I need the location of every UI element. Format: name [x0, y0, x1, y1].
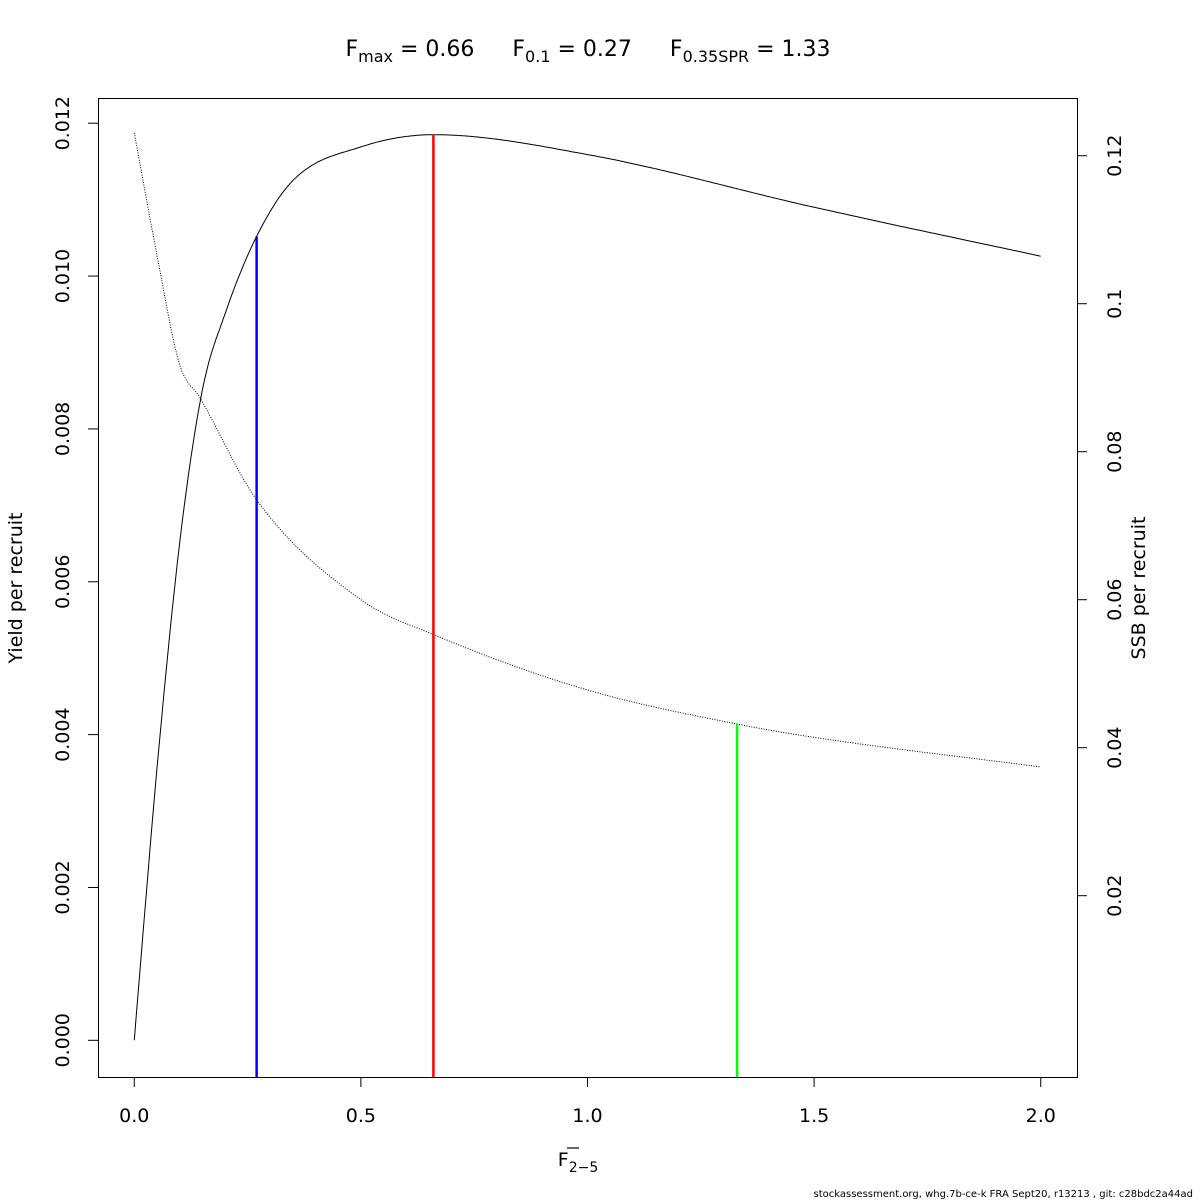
y-axis-left-label: Yield per recruit	[5, 513, 27, 665]
y-left-tick-label: 0.004	[52, 707, 74, 761]
y-axis-right-label: SSB per recruit	[1128, 517, 1150, 660]
x-tick-label: 0.5	[346, 1105, 376, 1127]
title-fspr-sub: 0.35SPR	[683, 47, 750, 66]
y-left-tick-label: 0.008	[52, 402, 74, 456]
x-tick-label: 1.5	[799, 1105, 829, 1127]
plot-frame	[98, 98, 1078, 1078]
y-left-tick-label: 0.010	[52, 249, 74, 303]
y-right-tick-label: 0.02	[1104, 875, 1126, 917]
x-axis-label: F2−5	[558, 1149, 598, 1176]
y-right-tick-label: 0.12	[1104, 135, 1126, 177]
y-left-tick-label: 0.002	[52, 860, 74, 914]
title-f01-value: = 0.27	[551, 37, 632, 62]
ssb-per-recruit-line	[133, 132, 1041, 768]
title-fmax-main: F	[345, 37, 358, 62]
y-right-tick-label: 0.1	[1104, 289, 1126, 319]
y-right-tick-label: 0.04	[1104, 727, 1126, 769]
footer-note: stockassessment.org, whg.7b-ce-k FRA Sep…	[814, 1189, 1194, 1200]
yield-per-recruit-line	[133, 134, 1041, 1041]
y-right-tick-label: 0.08	[1104, 431, 1126, 473]
x-tick-label: 1.0	[572, 1105, 602, 1127]
y-right-tick-label: 0.06	[1104, 579, 1126, 621]
title-fmax-sub: max	[358, 47, 393, 66]
y-left-tick-label: 0.006	[52, 555, 74, 609]
y-left-tick-label: 0.000	[52, 1013, 74, 1067]
chart-title: Fmax = 0.66 F0.1 = 0.27 F0.35SPR = 1.33	[345, 37, 830, 66]
title-fspr-value: = 1.33	[749, 37, 830, 62]
title-f01-main: F	[512, 37, 525, 62]
x-tick-label: 0.0	[119, 1105, 149, 1127]
x-tick-label: 2.0	[1026, 1105, 1056, 1127]
title-f01-sub: 0.1	[525, 47, 550, 66]
y-left-tick-label: 0.012	[52, 96, 74, 150]
title-fspr-main: F	[670, 37, 683, 62]
title-fmax-value: = 0.66	[393, 37, 474, 62]
